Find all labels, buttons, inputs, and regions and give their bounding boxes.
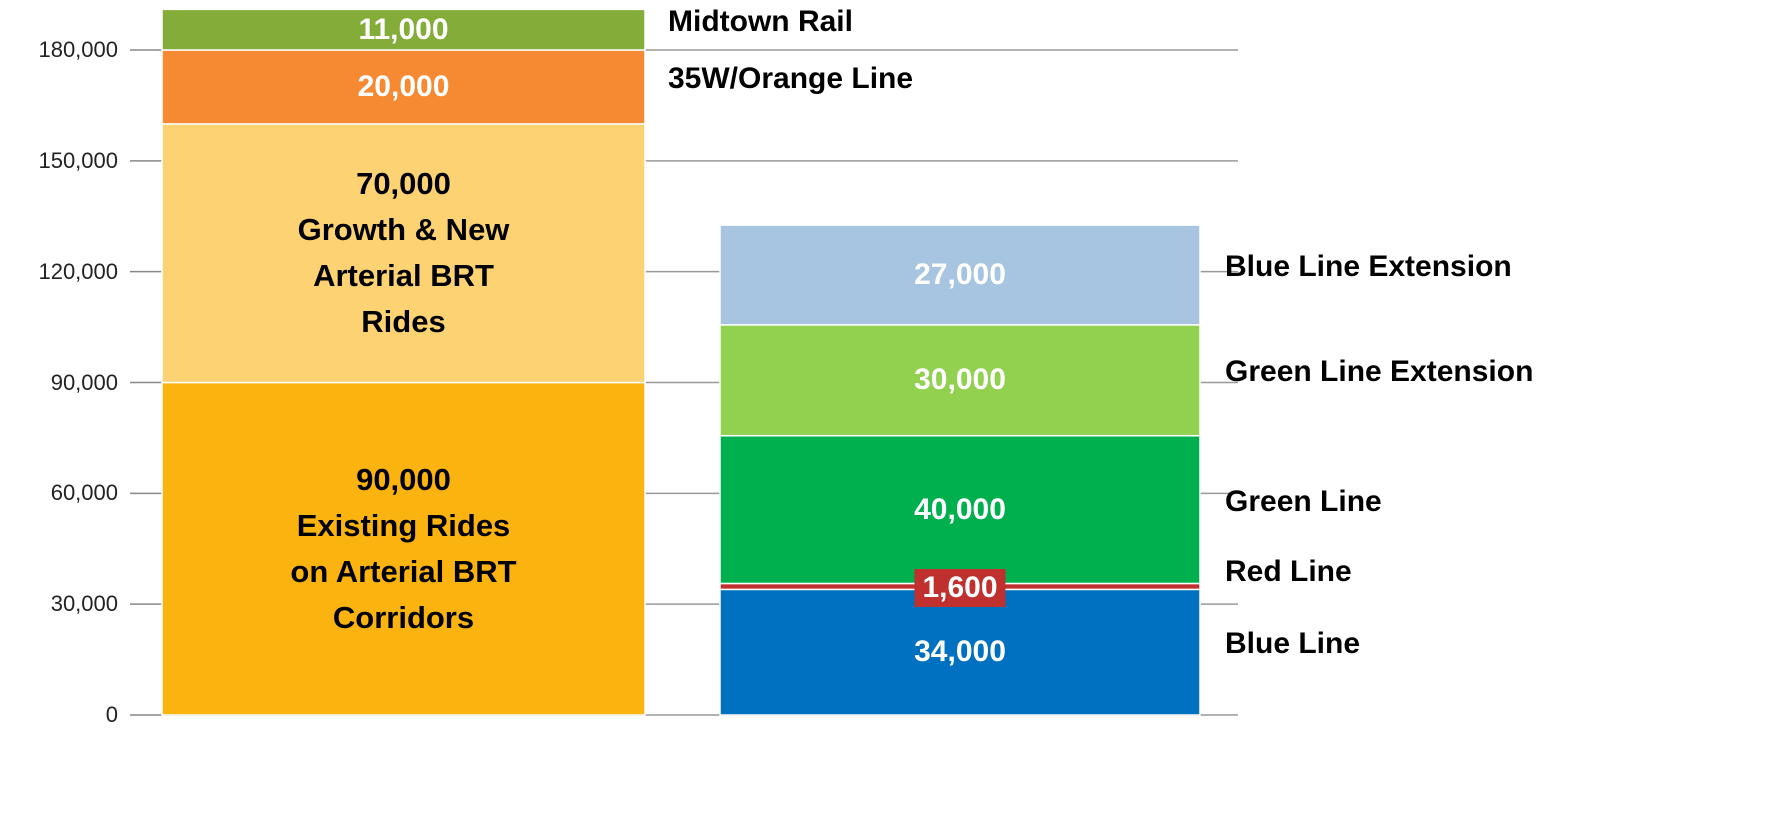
y-tick-label: 30,000 xyxy=(50,591,118,617)
value-label: 70,000 xyxy=(356,166,451,202)
legend-label: Green Line Extension xyxy=(1225,355,1534,389)
value-label: 20,000 xyxy=(357,69,450,103)
legend-label: Blue Line xyxy=(1225,627,1361,661)
legend-label: Midtown Rail xyxy=(668,4,853,38)
legend-label: Green Line xyxy=(1225,484,1382,518)
legend-label: Blue Line Extension xyxy=(1225,249,1512,283)
value-label: 34,000 xyxy=(914,635,1006,669)
bar-segment xyxy=(719,588,1201,716)
bar-segment xyxy=(161,123,646,384)
value-label: 27,000 xyxy=(914,257,1006,291)
legend-label: 35W/Orange Line xyxy=(668,61,914,95)
y-tick-label: 120,000 xyxy=(38,258,118,284)
segment-label: 90,000 Existing Rides on Arterial BRT Cor… xyxy=(279,457,529,641)
y-tick-label: 0 xyxy=(105,702,118,727)
value-label: 11,000 xyxy=(358,12,449,46)
legend-label: Red Line xyxy=(1225,555,1352,589)
value-label: 30,000 xyxy=(914,363,1006,397)
y-tick-label: 150,000 xyxy=(38,147,118,173)
series-name: Existing Rides on Arterial BRT Corridors xyxy=(290,507,517,635)
bar-segment xyxy=(719,434,1201,585)
value-label: 1,600 xyxy=(914,569,1006,608)
segment-label: 70,000 Growth & New Arterial BRT Rides xyxy=(279,161,529,345)
y-tick-label: 90,000 xyxy=(50,369,118,395)
y-tick-label: 60,000 xyxy=(50,480,118,506)
series-name: Growth & New Arterial BRT Rides xyxy=(297,212,510,340)
bar-segment xyxy=(161,381,646,716)
bar-segment xyxy=(161,8,646,51)
y-tick-label: 180,000 xyxy=(38,37,118,62)
bar-segment xyxy=(719,324,1201,437)
value-label: 90,000 xyxy=(356,461,451,497)
value-label: 40,000 xyxy=(914,492,1006,526)
bar-segment xyxy=(161,49,646,125)
bar-segment xyxy=(719,224,1201,326)
